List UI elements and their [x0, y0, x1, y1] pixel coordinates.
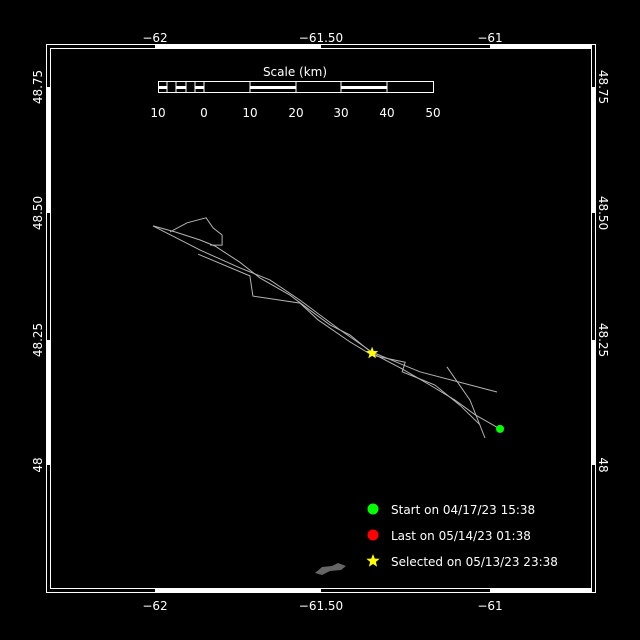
- frame-segment-left: [47, 87, 51, 213]
- scale-label: 20: [288, 106, 303, 120]
- lat-label-left: 48: [31, 457, 45, 472]
- scale-label: 0: [200, 106, 208, 120]
- scale-label: 10: [150, 106, 165, 120]
- marker-layer: [365, 346, 505, 433]
- scale-label: 10: [242, 106, 257, 120]
- track-line: [152, 225, 501, 430]
- start-marker[interactable]: [496, 424, 505, 433]
- frame-segments: [47, 45, 595, 592]
- frame-segment-bottom: [155, 588, 321, 592]
- legend-selected-label: Selected on 05/13/23 23:38: [391, 555, 558, 569]
- legend-start-label: Start on 04/17/23 15:38: [391, 503, 535, 517]
- star-legend-icon: [366, 554, 380, 567]
- lon-label-top: −61: [477, 31, 502, 45]
- track-line: [152, 225, 498, 393]
- lon-label-bottom: −61.50: [299, 599, 343, 613]
- scale-title: Scale (km): [263, 65, 327, 79]
- lon-label-bottom: −62: [142, 599, 167, 613]
- selected-marker[interactable]: [365, 346, 379, 359]
- frame-segment-right: [591, 340, 595, 465]
- lat-label-left: 48.75: [31, 70, 45, 104]
- track-line: [446, 366, 486, 439]
- lon-label-top: −61.50: [299, 31, 343, 45]
- frame-segment-left: [47, 340, 51, 465]
- frame-segment-bottom: [490, 588, 592, 592]
- frame-segment-top: [155, 45, 321, 49]
- start-legend-icon: [367, 503, 379, 515]
- track-line: [197, 253, 481, 426]
- track-line: [169, 217, 223, 246]
- lat-label-left: 48.50: [31, 196, 45, 230]
- lat-label-left: 48.25: [31, 323, 45, 357]
- scale-label: 50: [425, 106, 440, 120]
- lon-label-bottom: −61: [477, 599, 502, 613]
- outer-frame: [46, 44, 596, 593]
- scale-label: 40: [379, 106, 394, 120]
- lon-label-top: −62: [142, 31, 167, 45]
- lat-label-right: 48.50: [596, 196, 610, 230]
- scale-bar: Scale (km) 10 0 10 20 30 40 50: [150, 65, 440, 120]
- track-layer: [152, 217, 501, 439]
- land-island: [315, 563, 346, 575]
- lat-label-right: 48.25: [596, 323, 610, 357]
- frame-segment-right: [591, 87, 595, 213]
- last-legend-icon: [367, 529, 379, 541]
- scale-label: 30: [333, 106, 348, 120]
- lat-label-right: 48: [596, 457, 610, 472]
- legend: Start on 04/17/23 15:38 Last on 05/14/23…: [366, 503, 558, 569]
- frame-segment-top: [490, 45, 592, 49]
- legend-last-label: Last on 05/14/23 01:38: [391, 529, 531, 543]
- lat-label-right: 48.75: [596, 70, 610, 104]
